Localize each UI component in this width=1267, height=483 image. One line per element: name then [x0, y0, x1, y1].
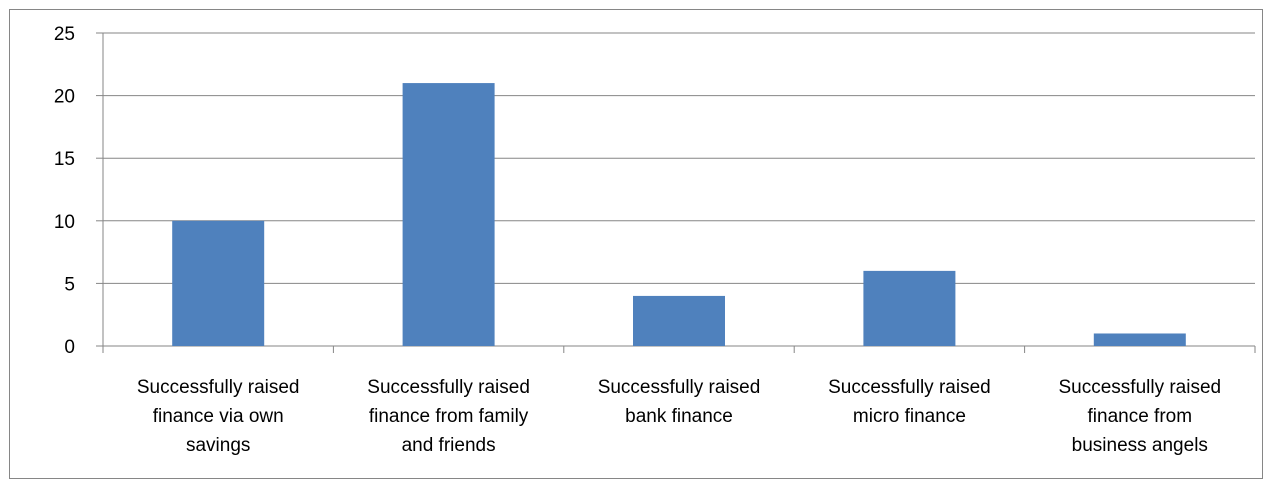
x-tick-labels: Successfully raised finance via own saving… — [137, 377, 1221, 456]
x-tick-label-line: bank finance — [625, 406, 733, 427]
bars — [172, 83, 1186, 346]
x-tick-label-line: finance from family — [369, 406, 529, 427]
x-tick-label-line: Successfully raised — [367, 377, 530, 398]
x-tick-label-line: Successfully raised — [828, 377, 991, 398]
bar — [863, 270, 956, 346]
bar — [633, 295, 725, 346]
x-tick-label-line: micro finance — [853, 406, 966, 427]
y-tick-labels: 0 5 10 15 20 25 — [54, 24, 75, 358]
x-tick-label-line: and friends — [402, 435, 496, 456]
y-tick-label: 5 — [64, 274, 75, 295]
x-tick-label-line: finance from — [1088, 406, 1193, 427]
x-tick-label-line: finance via own — [153, 406, 284, 427]
x-tick-label-line: savings — [186, 435, 250, 456]
bar — [1093, 333, 1186, 346]
x-tick-label: Successfully raised finance from business … — [1058, 377, 1221, 456]
bar — [402, 83, 495, 346]
y-tick-label: 10 — [54, 212, 75, 233]
y-tick-label: 0 — [64, 337, 75, 358]
gridlines — [103, 32, 1255, 284]
bar — [172, 220, 265, 346]
y-tick-label: 25 — [54, 24, 75, 45]
y-tick-label: 15 — [54, 149, 75, 170]
y-tick-label: 20 — [54, 87, 75, 108]
x-tick-label-line: business angels — [1072, 435, 1208, 456]
x-tick-label: Successfully raised finance via own saving… — [137, 377, 300, 456]
x-tick-label-line: Successfully raised — [1058, 377, 1221, 398]
x-tick-label-line: Successfully raised — [137, 377, 300, 398]
x-tick-label: Successfully raised finance from family an… — [367, 377, 530, 456]
x-tick-label: Successfully raised micro finance — [828, 377, 991, 427]
x-tick-label-line: Successfully raised — [598, 377, 761, 398]
x-tick-label: Successfully raised bank finance — [598, 377, 761, 427]
